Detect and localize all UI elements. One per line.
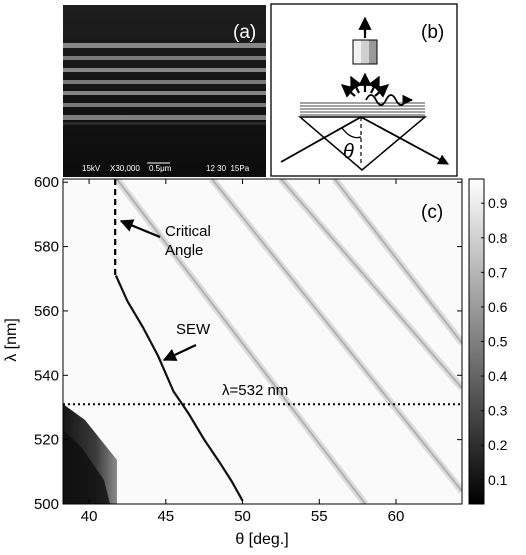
objective-lens bbox=[352, 39, 378, 65]
plot-frame bbox=[62, 178, 463, 505]
x-tick-label-50: 50 bbox=[234, 508, 251, 525]
y-tick-label-520: 520 bbox=[34, 432, 59, 449]
y-tick-label-540: 540 bbox=[34, 367, 59, 384]
panel-c-label: (c) bbox=[421, 202, 443, 223]
colorbar-tick-label-0.5: 0.5 bbox=[488, 334, 508, 350]
y-axis: 500 520 540 560 580 600 bbox=[34, 174, 462, 513]
faint-band-core-2 bbox=[211, 179, 462, 492]
y-tick-label-500: 500 bbox=[34, 496, 59, 513]
colorbar: 0.1 0.2 0.3 0.4 0.5 0.6 0.7 0.8 0.9 bbox=[468, 178, 508, 505]
faint-band-core-4 bbox=[333, 179, 462, 344]
critical-angle-text-line1: Critical bbox=[165, 223, 211, 240]
reflected-beam bbox=[360, 116, 449, 165]
x-tick-label-60: 60 bbox=[388, 508, 405, 525]
sem-voltage: 15kV bbox=[82, 164, 101, 173]
y-tick-label-600: 600 bbox=[34, 174, 59, 191]
critical-angle-arrow bbox=[119, 219, 161, 239]
scattered-light-arrows bbox=[340, 72, 390, 98]
faint-bands bbox=[113, 179, 462, 504]
x-axis: 40 45 50 55 60 bbox=[81, 179, 405, 525]
x-axis-label: θ [deg.] bbox=[235, 531, 288, 548]
colorbar-tick-label-0.7: 0.7 bbox=[488, 264, 508, 280]
colorbar-tick-label-0.2: 0.2 bbox=[488, 437, 508, 453]
colorbar-tick-label-0.8: 0.8 bbox=[488, 230, 508, 246]
wavelength-text: λ=532 nm bbox=[222, 382, 288, 399]
dark-corner-core bbox=[63, 430, 110, 504]
colorbar-tick-label-0.6: 0.6 bbox=[488, 299, 508, 315]
colorbar-tick-label-0.3: 0.3 bbox=[488, 403, 508, 419]
panel-c: 40 45 50 55 60 500 520 540 560 580 600 θ [deg.] λ… bbox=[3, 174, 463, 548]
panel-a: (a) 15kV X30,000 0.5μm 12 30 15Pa bbox=[63, 5, 266, 177]
colorbar-tick-label-0.4: 0.4 bbox=[488, 368, 508, 384]
sew-text: SEW bbox=[176, 321, 211, 338]
theta-symbol: θ bbox=[343, 141, 354, 163]
sem-layer-stripes bbox=[63, 43, 266, 125]
x-tick-label-55: 55 bbox=[311, 508, 328, 525]
faint-band-core-3 bbox=[280, 179, 462, 389]
colorbar-tick-label-0.1: 0.1 bbox=[488, 472, 508, 488]
x-tick-label-45: 45 bbox=[157, 508, 174, 525]
sem-code: 12 30 15Pa bbox=[206, 164, 250, 173]
sew-arrow bbox=[162, 344, 197, 361]
angle-arc bbox=[341, 127, 362, 139]
sew-curve bbox=[114, 275, 244, 502]
panel-b: (b) θ bbox=[270, 3, 458, 177]
panel-a-label: (a) bbox=[233, 22, 256, 43]
sem-magnification: X30,000 bbox=[110, 164, 140, 173]
surface-wave bbox=[365, 94, 414, 106]
y-tick-label-560: 560 bbox=[34, 303, 59, 320]
x-tick-label-40: 40 bbox=[81, 508, 98, 525]
y-tick-label-580: 580 bbox=[34, 239, 59, 256]
sem-scale-label: 0.5μm bbox=[149, 164, 172, 173]
sem-info-bar: 15kV X30,000 0.5μm 12 30 15Pa bbox=[82, 162, 250, 173]
plot-background bbox=[63, 179, 462, 504]
colorbar-tick-label-0.9: 0.9 bbox=[488, 195, 508, 211]
critical-angle-text-line2: Angle bbox=[165, 242, 203, 259]
sew-curve-line bbox=[114, 275, 244, 502]
y-axis-label: λ [nm] bbox=[3, 318, 20, 362]
panel-b-label: (b) bbox=[421, 22, 444, 43]
faint-band-core-1 bbox=[115, 179, 367, 504]
incident-beam bbox=[280, 116, 362, 163]
colorbar-ticks: 0.1 0.2 0.3 0.4 0.5 0.6 0.7 0.8 0.9 bbox=[481, 195, 508, 488]
